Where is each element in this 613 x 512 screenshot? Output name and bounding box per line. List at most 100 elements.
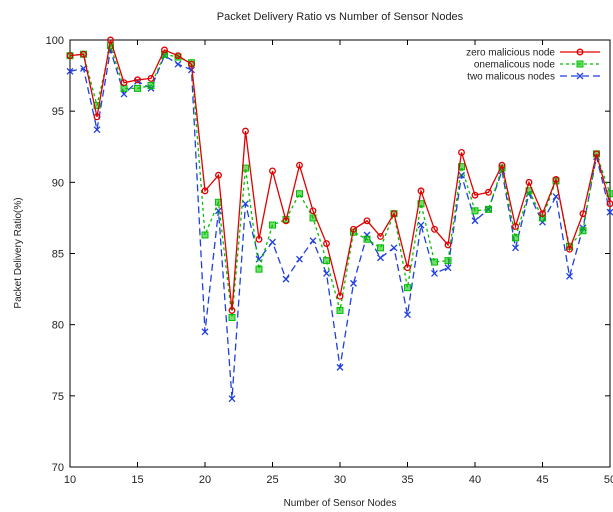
data-point — [417, 221, 425, 229]
data-point — [66, 67, 74, 75]
data-point — [242, 200, 249, 208]
x-tick-label: 20 — [199, 474, 211, 486]
data-point — [390, 244, 398, 252]
y-axis: 70 75 80 85 90 95 100 — [46, 35, 610, 474]
data-point — [444, 241, 452, 249]
data-point — [134, 84, 141, 92]
data-point — [255, 265, 263, 273]
data-point — [579, 227, 587, 235]
data-point — [269, 167, 276, 175]
data-point — [147, 82, 155, 90]
data-point — [431, 269, 438, 277]
legend-label: onemalicous node — [474, 60, 556, 71]
data-point — [404, 264, 411, 272]
data-point — [228, 314, 236, 322]
data-point — [296, 161, 303, 169]
x-axis: 10 15 20 25 30 35 40 45 50 — [64, 40, 613, 486]
data-point — [120, 90, 128, 98]
data-point — [566, 245, 573, 253]
data-point — [458, 148, 465, 156]
data-point — [552, 193, 560, 201]
y-tick-label: 85 — [52, 249, 64, 261]
data-point — [269, 221, 276, 229]
data-point — [525, 178, 533, 186]
data-point — [512, 244, 519, 252]
x-tick-label: 35 — [401, 474, 413, 486]
series-layer — [66, 36, 613, 403]
data-point — [512, 234, 519, 242]
y-tick-label: 70 — [52, 462, 64, 474]
data-point — [309, 237, 317, 245]
data-point — [228, 306, 236, 314]
data-point — [363, 217, 371, 225]
series-line — [69, 39, 611, 311]
data-point — [269, 238, 276, 246]
data-point — [174, 60, 182, 68]
data-point — [458, 171, 465, 179]
data-point — [120, 79, 128, 87]
data-point — [539, 210, 546, 218]
data-point — [606, 208, 613, 216]
data-point — [431, 225, 438, 233]
x-tick-label: 40 — [469, 474, 481, 486]
data-point — [336, 306, 344, 314]
data-point — [593, 150, 600, 158]
data-point — [431, 258, 438, 266]
data-point — [66, 52, 74, 60]
data-point — [296, 190, 303, 198]
data-point — [579, 210, 587, 218]
x-axis-label: Number of Sensor Nodes — [284, 498, 397, 509]
data-point — [390, 210, 398, 218]
series-0 — [66, 36, 613, 314]
data-point — [201, 328, 209, 336]
data-point — [471, 217, 479, 225]
data-point — [417, 200, 425, 208]
data-point — [444, 257, 452, 265]
legend-marker — [576, 48, 584, 56]
data-point — [566, 272, 573, 280]
data-point — [350, 279, 357, 287]
y-tick-label: 95 — [52, 106, 64, 118]
data-point — [363, 235, 371, 243]
data-point — [377, 232, 384, 240]
y-axis-label: Packet Delivery Ratio(%) — [13, 197, 24, 308]
data-point — [404, 311, 411, 319]
x-tick-label: 15 — [131, 474, 143, 486]
x-tick-label: 30 — [334, 474, 346, 486]
data-point — [323, 240, 330, 247]
data-point — [552, 176, 560, 183]
data-point — [309, 207, 317, 215]
data-point — [201, 231, 209, 239]
x-tick-label: 45 — [536, 474, 548, 486]
data-point — [174, 52, 182, 60]
data-point — [458, 163, 465, 171]
data-point — [471, 207, 479, 215]
data-point — [417, 187, 425, 195]
chart-title: Packet Delivery Ratio vs Number of Senso… — [217, 11, 464, 23]
data-point — [323, 257, 330, 265]
x-tick-label: 50 — [604, 474, 613, 486]
data-point — [161, 46, 168, 54]
data-point — [134, 76, 141, 84]
data-point — [377, 244, 384, 252]
data-point — [282, 217, 290, 225]
data-point — [255, 235, 263, 243]
data-point — [323, 269, 330, 277]
series-2 — [66, 46, 613, 403]
legend-label: zero malicious node — [466, 48, 555, 59]
data-point — [404, 284, 411, 292]
x-tick-label: 10 — [64, 474, 76, 486]
plot-frame — [69, 39, 611, 468]
data-point — [485, 205, 492, 213]
data-point — [498, 161, 506, 169]
data-point — [336, 363, 344, 371]
data-point — [120, 84, 128, 92]
data-point — [80, 50, 87, 58]
y-tick-label: 80 — [52, 320, 64, 332]
data-point — [147, 74, 155, 82]
legend-marker — [576, 60, 584, 68]
series-line — [69, 49, 611, 399]
data-point — [93, 126, 101, 134]
